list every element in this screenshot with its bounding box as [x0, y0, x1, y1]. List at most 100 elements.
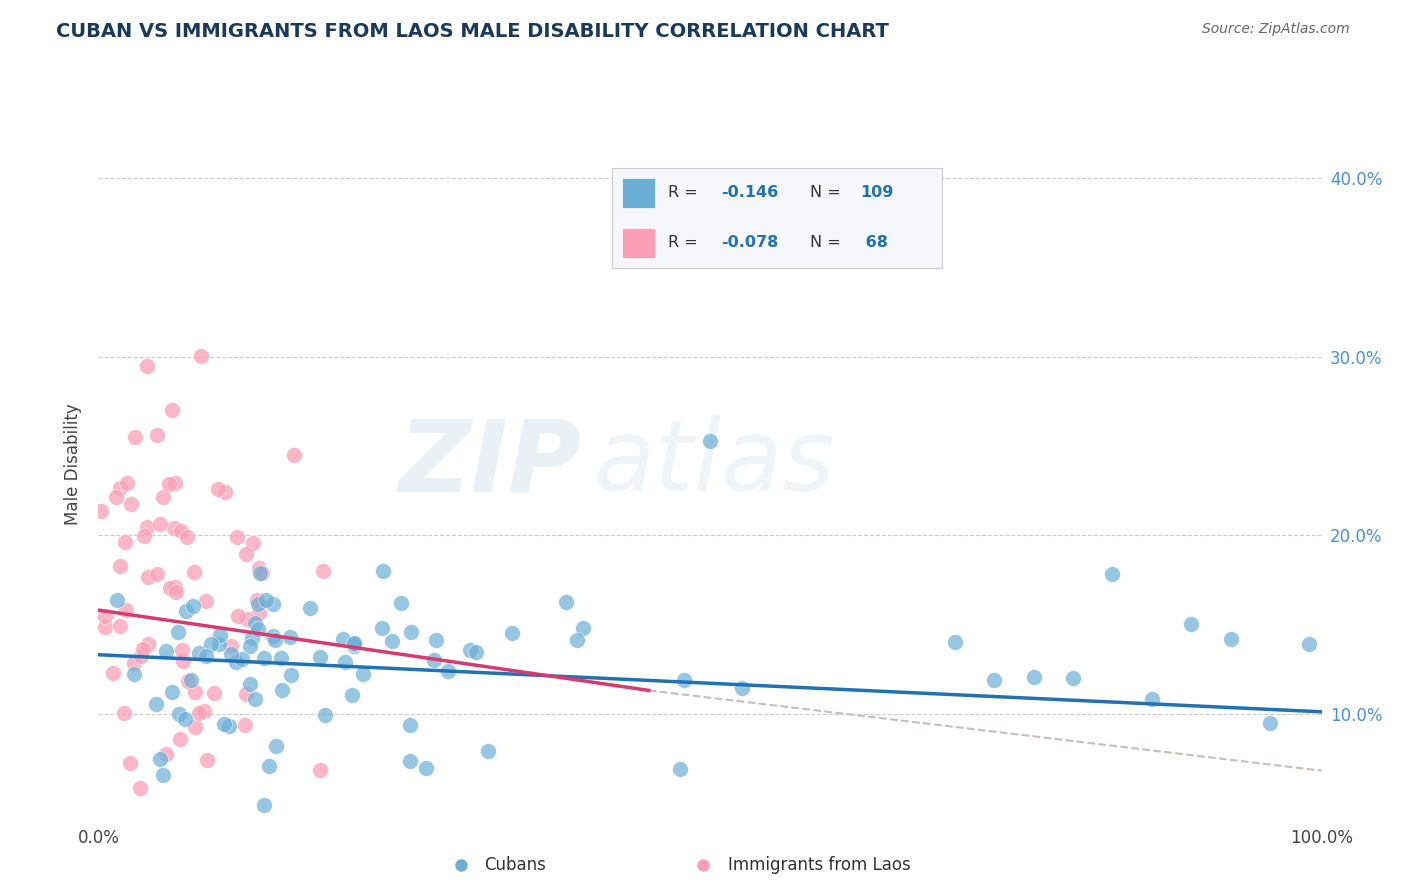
Point — [263, 633, 285, 648]
Point — [235, 547, 257, 561]
Point — [145, 697, 167, 711]
Point — [159, 581, 181, 595]
Point — [169, 732, 191, 747]
Point — [280, 668, 302, 682]
Point — [1219, 632, 1241, 647]
Point — [114, 535, 136, 549]
Point — [108, 618, 131, 632]
Point — [176, 604, 198, 618]
Point — [278, 630, 301, 644]
Point — [177, 674, 200, 689]
Point — [122, 656, 145, 670]
Text: -0.146: -0.146 — [721, 185, 779, 200]
Point — [308, 649, 330, 664]
Point — [1258, 716, 1281, 731]
Point — [129, 781, 152, 796]
Point — [112, 836, 135, 850]
Point — [699, 434, 721, 448]
Point — [146, 566, 169, 581]
Bar — [621, 227, 655, 258]
Point — [167, 706, 190, 721]
Point — [501, 626, 523, 640]
Point — [262, 629, 284, 643]
Point — [253, 651, 276, 665]
Point — [333, 655, 356, 669]
Point — [240, 631, 263, 645]
Point — [195, 648, 218, 663]
Point — [160, 403, 183, 417]
Point — [131, 648, 153, 663]
Point — [312, 564, 335, 578]
Point — [283, 448, 305, 462]
Point — [1062, 671, 1084, 685]
Point — [193, 704, 215, 718]
Point — [239, 639, 262, 653]
Bar — [621, 178, 655, 208]
Point — [450, 858, 472, 872]
Text: N =: N = — [810, 235, 846, 250]
Point — [270, 683, 292, 698]
Point — [152, 490, 174, 504]
Point — [332, 632, 354, 646]
Point — [132, 529, 155, 543]
Point — [1022, 670, 1045, 684]
Point — [235, 687, 257, 701]
Point — [465, 645, 488, 659]
Point — [120, 497, 142, 511]
Point — [136, 570, 159, 584]
Text: 68: 68 — [860, 235, 887, 250]
Text: Source: ZipAtlas.com: Source: ZipAtlas.com — [1202, 22, 1350, 37]
Point — [399, 718, 422, 732]
Text: Cubans: Cubans — [484, 856, 546, 874]
Point — [184, 685, 207, 699]
Point — [94, 620, 117, 634]
Point — [246, 592, 269, 607]
Point — [555, 594, 578, 608]
Point — [253, 797, 276, 812]
Point — [174, 712, 197, 726]
Point — [343, 637, 366, 651]
Point — [184, 720, 207, 734]
Point — [943, 635, 966, 649]
Point — [202, 686, 225, 700]
Point — [342, 636, 364, 650]
Point — [399, 625, 422, 640]
Point — [672, 673, 695, 687]
Text: CUBAN VS IMMIGRANTS FROM LAOS MALE DISABILITY CORRELATION CHART: CUBAN VS IMMIGRANTS FROM LAOS MALE DISAB… — [56, 22, 889, 41]
Point — [983, 673, 1005, 687]
Point — [163, 476, 186, 491]
Point — [162, 685, 184, 699]
Point — [1101, 567, 1123, 582]
Point — [152, 768, 174, 782]
Point — [458, 643, 481, 657]
Point — [425, 633, 447, 648]
Point — [195, 753, 218, 767]
Point — [172, 654, 194, 668]
Point — [94, 608, 117, 623]
Point — [219, 639, 242, 653]
Point — [389, 596, 412, 610]
Point — [247, 606, 270, 620]
Point — [730, 681, 752, 695]
Point — [236, 612, 259, 626]
Point — [208, 627, 231, 641]
Point — [567, 632, 589, 647]
Point — [309, 764, 332, 778]
Point — [163, 521, 186, 535]
Point — [371, 621, 394, 635]
Point — [115, 476, 138, 491]
Point — [90, 504, 112, 518]
Point — [214, 485, 236, 500]
Point — [247, 622, 270, 636]
Point — [226, 608, 249, 623]
Point — [208, 637, 231, 651]
Point — [225, 530, 247, 544]
Point — [176, 530, 198, 544]
Text: Immigrants from Laos: Immigrants from Laos — [728, 856, 911, 874]
Text: atlas: atlas — [593, 416, 835, 512]
Point — [233, 718, 256, 732]
Point — [183, 565, 205, 579]
Point — [170, 524, 193, 538]
Point — [254, 592, 277, 607]
Point — [437, 664, 460, 678]
